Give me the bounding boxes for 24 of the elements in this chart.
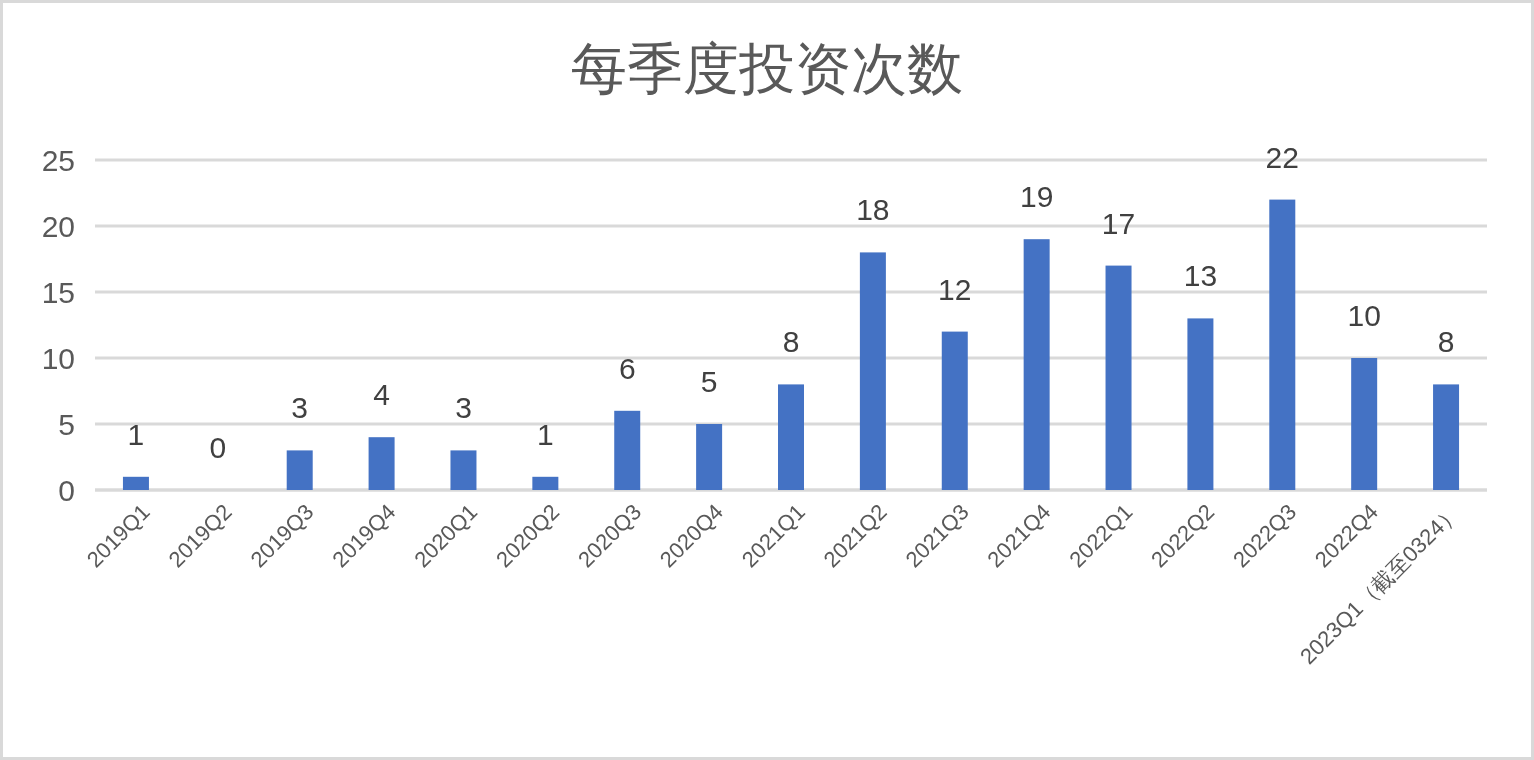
data-label: 6 xyxy=(618,351,636,385)
data-label: 22 xyxy=(1265,140,1299,174)
data-label: 1 xyxy=(537,417,554,451)
data-label: 10 xyxy=(1347,299,1381,332)
y-tick-label: 0 xyxy=(58,473,75,507)
data-label: 3 xyxy=(291,391,309,425)
data-label: 5 xyxy=(700,365,718,398)
data-label: 1 xyxy=(127,417,145,451)
y-tick-label: 25 xyxy=(41,143,75,177)
data-label: 12 xyxy=(938,272,972,306)
data-label: 3 xyxy=(455,391,472,425)
data-label: 0 xyxy=(209,431,227,464)
y-tick-label: 5 xyxy=(58,407,75,441)
data-label: 17 xyxy=(1101,206,1136,240)
title: 每季度投资次数 xyxy=(571,37,963,100)
y-tick-label: 10 xyxy=(41,341,75,375)
data-label: 13 xyxy=(1183,259,1218,293)
data-label: 8 xyxy=(1437,325,1455,359)
y-tick-label: 15 xyxy=(41,275,75,309)
y-tick-label: 20 xyxy=(41,209,75,243)
data-label: 4 xyxy=(373,378,390,412)
data-label: 18 xyxy=(856,193,890,227)
data-label: 19 xyxy=(1019,180,1054,214)
data-label: 8 xyxy=(782,325,800,359)
